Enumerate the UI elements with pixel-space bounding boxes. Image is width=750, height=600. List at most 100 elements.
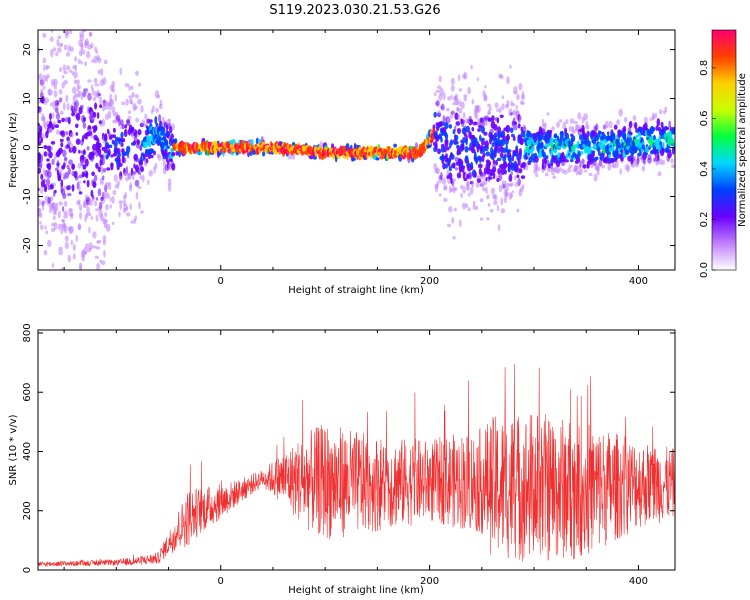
colorbar-frame: [711, 29, 737, 271]
spectrogram-point: [452, 163, 456, 168]
spectrogram-point: [92, 143, 97, 152]
spectrogram-point: [462, 112, 466, 119]
spectrogram-point: [43, 121, 48, 130]
spectrogram-point: [93, 174, 98, 182]
spectrogram-point: [102, 16, 105, 24]
spectrogram-point: [527, 148, 531, 154]
spectrogram-point: [85, 38, 89, 47]
spectrogram-point: [42, 86, 46, 90]
spectrogram-point: [44, 225, 47, 230]
spectrogram-point: [577, 112, 582, 120]
spectrogram-point: [472, 205, 476, 210]
spectrogram-point: [622, 132, 627, 140]
spectrogram-point: [661, 159, 666, 166]
spectrogram-point: [72, 145, 77, 154]
spectrogram-point: [557, 145, 562, 150]
spectrogram-point: [107, 181, 112, 190]
spectrogram-point: [461, 119, 465, 128]
spectrogram-point: [467, 192, 471, 197]
spectrogram-point: [55, 129, 61, 135]
spectrogram-point: [457, 74, 461, 82]
spectrogram-point: [501, 103, 505, 111]
spectrogram-point: [42, 178, 46, 183]
spectrogram-point: [57, 210, 61, 219]
spectrogram-point: [175, 150, 179, 156]
spectrogram-point: [77, 163, 82, 169]
spectrogram-point: [508, 174, 513, 182]
spectrogram-point: [134, 129, 138, 138]
spectrogram-point: [46, 74, 50, 79]
spectrogram-point: [436, 85, 442, 90]
spectrogram-point: [49, 7, 52, 12]
spectrogram-point: [47, 145, 52, 152]
spectrogram-point: [472, 200, 476, 207]
spectrogram-point: [661, 142, 665, 148]
spectrogram-point: [129, 203, 132, 211]
spectrogram-point: [480, 126, 485, 134]
spectrogram-point: [126, 145, 131, 154]
spectrogram-point: [521, 126, 527, 134]
spectrogram-point: [85, 243, 89, 249]
spectrogram-point: [45, 178, 51, 186]
spectrogram-point: [53, 85, 58, 90]
spectrogram-point: [596, 167, 600, 172]
spectrogram-point: [591, 150, 596, 154]
spectrogram-point: [471, 127, 475, 132]
colorbar-ticks: 0.0 0.2 0.4 0.6 0.8: [699, 60, 716, 278]
spectrogram-point: [99, 12, 102, 19]
spectrogram-point: [471, 180, 475, 188]
spectrogram-point: [103, 59, 108, 65]
spectrogram-point: [130, 85, 134, 91]
spectrogram-point: [38, 99, 41, 105]
spectrogram-point: [92, 97, 97, 101]
spectrogram-point: [440, 171, 443, 181]
spectrogram-point: [69, 291, 72, 299]
spectrogram-point: [43, 184, 48, 193]
spectrogram-point: [544, 122, 547, 127]
spectrogram-point: [139, 174, 143, 180]
spectrogram-point: [93, 77, 98, 84]
spectrogram-point: [109, 144, 113, 149]
spectrogram-point: [464, 146, 469, 153]
spectrogram-point: [119, 201, 122, 211]
spectrogram-point: [486, 217, 490, 221]
spectrogram-point: [44, 97, 49, 104]
spectrogram-point: [99, 104, 103, 109]
spectrogram-point: [496, 108, 500, 113]
spectrogram-point: [56, 100, 60, 106]
spectrogram-point: [454, 156, 459, 162]
spectrogram-point: [493, 124, 498, 131]
spectrogram-point: [517, 158, 521, 166]
spectrogram-point: [57, 47, 62, 53]
spectrogram-point: [509, 155, 512, 164]
snr-panel: 0 200 400 0 200 400 600 800 Height of straight …: [8, 323, 676, 596]
colorbar: 0.0 0.2 0.4 0.6 0.8 Normalized spectral ampl…: [699, 29, 748, 278]
spectrogram-point: [606, 131, 610, 136]
spectrogram-point: [608, 147, 613, 152]
spectrogram-point: [443, 146, 447, 153]
spectrogram-point: [553, 133, 558, 139]
spectrogram-point: [576, 156, 581, 163]
spectrogram-point: [497, 131, 502, 139]
spectrogram-point: [544, 164, 547, 168]
spectrogram-point: [595, 123, 599, 131]
spectrogram-point: [82, 90, 87, 98]
spectrogram-point: [62, 162, 66, 168]
spectrogram-point: [509, 64, 512, 69]
spectrogram-point: [481, 139, 485, 146]
spectrogram-point: [571, 135, 576, 143]
spectrogram-point: [581, 158, 585, 165]
spectrogram-point: [60, 179, 64, 188]
spectrogram-point: [72, 274, 76, 279]
spectrogram-xtick-label: 0: [218, 276, 224, 287]
spectrogram-point: [154, 116, 158, 125]
spectrogram-point: [520, 175, 526, 180]
spectrogram-panel: 0 200 400 -20 -10 0 10 20 Height of straight li…: [8, 7, 676, 299]
spectrogram-point: [75, 176, 79, 181]
spectrogram-point: [484, 85, 487, 89]
spectrogram-point: [69, 46, 74, 52]
spectrogram-point: [351, 157, 356, 161]
spectrogram-point: [139, 146, 143, 151]
spectrogram-point: [443, 186, 448, 191]
colorbar-gradient: [712, 30, 736, 270]
